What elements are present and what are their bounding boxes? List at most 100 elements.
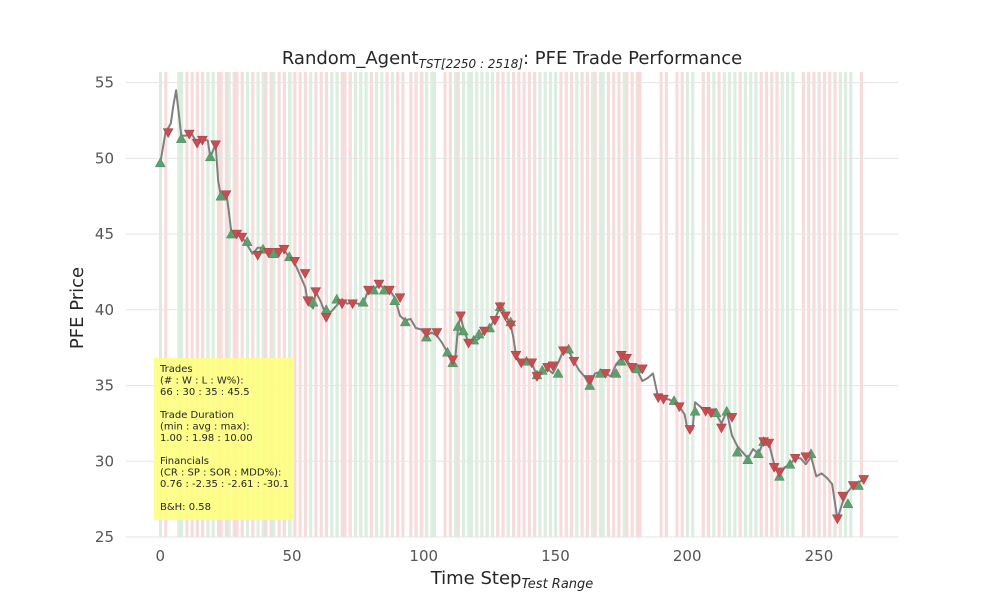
y-tick-label: 45 — [95, 225, 114, 243]
trade-band — [580, 72, 584, 537]
trade-band — [780, 72, 784, 537]
trade-band — [786, 72, 790, 537]
y-tick-label: 40 — [95, 301, 114, 319]
trade-band — [277, 72, 281, 537]
sell-marker — [789, 453, 801, 464]
sell-marker — [252, 251, 264, 261]
y-tick-label: 30 — [95, 452, 114, 470]
trade-band — [256, 72, 260, 537]
trade-band — [691, 72, 695, 537]
sell-marker — [547, 361, 559, 372]
stats-text: Trades (# : W : L : W%): 66 : 30 : 35 : 45… — [159, 364, 289, 513]
trade-band — [559, 72, 563, 537]
trade-band — [522, 72, 526, 537]
trade-band — [475, 72, 479, 537]
trade-band — [849, 72, 853, 537]
trade-band — [324, 72, 329, 537]
buy-marker — [175, 133, 187, 143]
sell-marker — [716, 423, 727, 434]
trade-band — [293, 72, 297, 537]
sell-marker — [236, 232, 248, 243]
buy-marker — [268, 248, 279, 259]
trade-band — [480, 72, 484, 537]
trade-band — [728, 72, 732, 537]
sell-marker — [384, 285, 395, 296]
sell-marker — [191, 138, 203, 149]
buy-marker — [842, 498, 854, 508]
trade-band — [456, 72, 460, 537]
trade-band — [712, 72, 716, 537]
sell-marker — [420, 328, 432, 339]
sell-marker — [278, 244, 290, 255]
trade-band — [282, 72, 286, 537]
sell-marker — [515, 358, 527, 369]
trade-band — [764, 72, 769, 537]
trade-markers — [154, 128, 870, 525]
y-tick-label: 25 — [95, 528, 114, 546]
trade-band — [828, 72, 832, 537]
trade-band — [224, 72, 228, 537]
trade-band — [664, 72, 668, 537]
x-axis-label: Time StepTest Range — [430, 568, 594, 592]
title-rest: : PFE Trade Performance — [523, 48, 742, 69]
trade-band — [164, 72, 168, 537]
stats-line: (min : avg : max): — [160, 422, 250, 433]
trade-band — [801, 72, 805, 537]
trade-band — [330, 72, 334, 537]
trade-band — [409, 72, 413, 537]
trade-band — [251, 72, 255, 537]
trade-band — [807, 72, 811, 537]
trade-band — [591, 72, 595, 537]
trade-band — [216, 72, 221, 537]
trade-band — [343, 72, 347, 537]
buy-marker — [784, 458, 796, 469]
sell-marker — [510, 350, 522, 361]
trade-band — [219, 72, 223, 537]
trade-band — [617, 72, 621, 537]
sell-marker — [658, 394, 669, 405]
sell-marker — [684, 425, 696, 435]
y-tick-label: 50 — [95, 149, 114, 167]
trade-band — [585, 72, 589, 537]
sell-marker — [478, 326, 490, 337]
trade-band — [625, 72, 629, 537]
trade-band — [680, 72, 684, 537]
buy-marker — [742, 454, 754, 465]
sell-marker — [837, 491, 849, 502]
sell-marker — [196, 135, 208, 146]
stats-line: Trade Duration — [159, 410, 234, 421]
stats-line — [160, 445, 163, 456]
buy-marker — [552, 367, 564, 378]
trade-band — [754, 72, 758, 537]
stats-line: 0.76 : -2.35 : -2.61 : -30.1 — [160, 479, 289, 490]
sell-marker — [310, 287, 322, 298]
trade-band — [606, 72, 611, 537]
sell-marker — [183, 129, 195, 140]
trade-band — [454, 72, 458, 537]
buy-marker — [536, 364, 548, 375]
trade-band — [506, 72, 510, 537]
trade-band — [461, 72, 466, 537]
buy-marker — [215, 190, 227, 201]
sell-marker — [505, 320, 517, 331]
trade-band — [701, 72, 705, 537]
sell-marker — [299, 269, 311, 279]
buy-marker — [473, 328, 485, 339]
buy-marker — [241, 236, 253, 246]
trade-band — [749, 72, 753, 537]
sell-marker — [726, 413, 738, 423]
x-axis-label-main: Time Step — [430, 568, 522, 589]
x-tick-label: 150 — [541, 547, 570, 565]
trade-band — [288, 72, 292, 537]
sell-marker — [320, 313, 332, 323]
y-axis-label: PFE Price — [67, 267, 88, 349]
trade-band — [206, 72, 210, 537]
sell-marker — [273, 247, 285, 258]
trade-band — [235, 72, 239, 537]
trade-band — [538, 72, 542, 537]
buy-marker — [584, 380, 596, 390]
trade-band — [635, 72, 639, 537]
stats-line: 66 : 30 : 35 : 45.5 — [160, 387, 250, 398]
sell-marker — [568, 357, 580, 367]
stats-line: 1.00 : 1.98 : 10.00 — [160, 433, 253, 444]
